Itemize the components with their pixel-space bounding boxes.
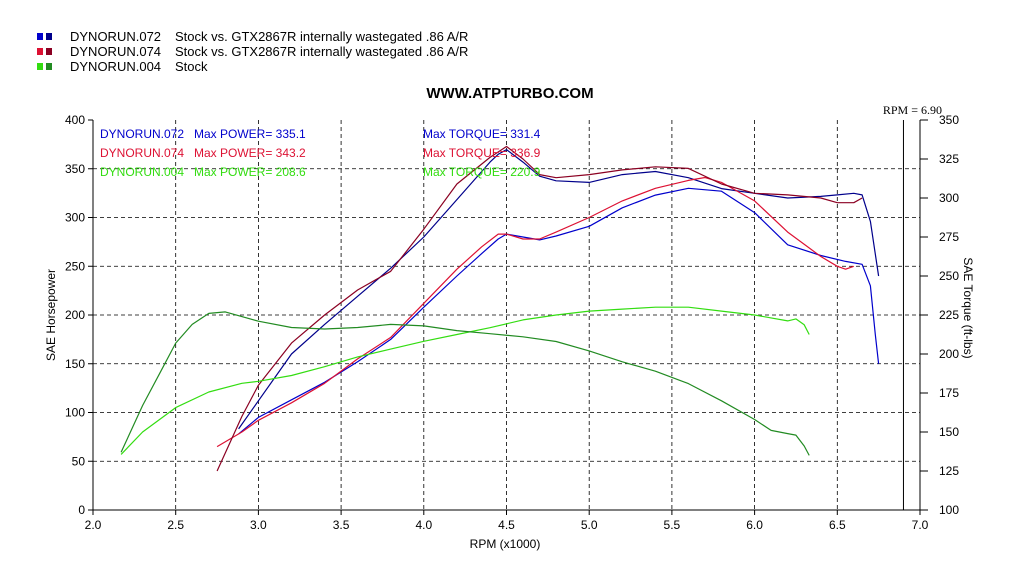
legend-run-description: Stock <box>175 59 208 74</box>
y2-tick-label: 150 <box>939 425 959 439</box>
legend-swatch-torque <box>46 63 52 70</box>
x-tick-label: 3.5 <box>333 518 350 532</box>
legend-swatch-torque <box>46 33 52 40</box>
y2-tick-label: 225 <box>939 308 959 322</box>
y2-tick-label: 200 <box>939 347 959 361</box>
legend-run-label: DYNORUN.004 <box>70 59 161 74</box>
legend-swatch-torque <box>46 48 52 55</box>
y-tick-label: 200 <box>65 308 85 322</box>
annotation-run: DYNORUN.072 <box>100 127 184 141</box>
legend-run-description: Stock vs. GTX2867R internally wastegated… <box>175 44 468 59</box>
y2-axis-label: SAE Torque (ft-lbs) <box>961 257 975 358</box>
series-line-power <box>238 187 880 435</box>
series-line-power <box>216 176 855 448</box>
rpm-readout: RPM = 6.90 <box>883 103 942 117</box>
y-tick-label: 50 <box>72 454 86 468</box>
x-tick-label: 6.5 <box>829 518 846 532</box>
legend-run-label: DYNORUN.072 <box>70 29 161 44</box>
y2-tick-label: 125 <box>939 464 959 478</box>
y2-tick-label: 250 <box>939 269 959 283</box>
x-tick-label: 2.5 <box>167 518 184 532</box>
legend-swatch-power <box>37 48 43 55</box>
max-annotations: DYNORUN.072 Max POWER= 335.1 Max TORQUE= 3… <box>100 127 541 179</box>
annotation-max-power: Max POWER= 343.2 <box>194 146 306 160</box>
series-line-torque <box>238 149 880 430</box>
annotation-run: DYNORUN.004 <box>100 165 184 179</box>
y2-tick-label: 100 <box>939 503 959 517</box>
chart-title: WWW.ATPTURBO.COM <box>426 85 593 102</box>
y2-tick-label: 350 <box>939 113 959 127</box>
series-line-torque <box>120 311 810 456</box>
y-tick-label: 250 <box>65 259 85 273</box>
x-tick-label: 2.0 <box>85 518 102 532</box>
annotation-max-torque: Max TORQUE= 336.9 <box>423 146 541 160</box>
x-tick-label: 4.0 <box>415 518 432 532</box>
y-tick-label: 0 <box>78 503 85 517</box>
series-line-torque <box>216 145 863 472</box>
x-tick-label: 5.5 <box>664 518 681 532</box>
y2-tick-label: 175 <box>939 386 959 400</box>
y-tick-label: 150 <box>65 357 85 371</box>
axes: 2.0 2.5 3.0 3.5 4.0 4.5 5.0 5.5 6.0 6.5 7.0 0 50 100 1… <box>65 113 959 532</box>
x-tick-label: 4.5 <box>498 518 515 532</box>
x-tick-label: 6.0 <box>746 518 763 532</box>
legend: DYNORUN.072 Stock vs. GTX2867R internally… <box>37 29 468 74</box>
series-lines <box>120 145 880 472</box>
annotation-max-torque: Max TORQUE= 220.9 <box>423 165 541 179</box>
legend-swatch-power <box>37 63 43 70</box>
y-tick-label: 300 <box>65 211 85 225</box>
y-tick-label: 100 <box>65 406 85 420</box>
x-axis-label: RPM (x1000) <box>470 537 541 551</box>
legend-run-label: DYNORUN.074 <box>70 44 161 59</box>
annotation-max-power: Max POWER= 208.6 <box>194 165 306 179</box>
y2-tick-label: 300 <box>939 191 959 205</box>
annotation-max-power: Max POWER= 335.1 <box>194 127 306 141</box>
grid-lines <box>93 120 920 510</box>
y-tick-label: 400 <box>65 113 85 127</box>
x-tick-label: 7.0 <box>912 518 929 532</box>
legend-swatch-power <box>37 33 43 40</box>
y2-tick-label: 275 <box>939 230 959 244</box>
y2-tick-label: 325 <box>939 152 959 166</box>
legend-run-description: Stock vs. GTX2867R internally wastegated… <box>175 29 468 44</box>
x-tick-label: 3.0 <box>250 518 267 532</box>
y-axis-label: SAE Horsepower <box>44 269 58 361</box>
annotation-run: DYNORUN.074 <box>100 146 184 160</box>
x-tick-label: 5.0 <box>581 518 598 532</box>
annotation-max-torque: Max TORQUE= 331.4 <box>423 127 541 141</box>
series-line-power <box>120 306 810 455</box>
y-tick-label: 350 <box>65 162 85 176</box>
